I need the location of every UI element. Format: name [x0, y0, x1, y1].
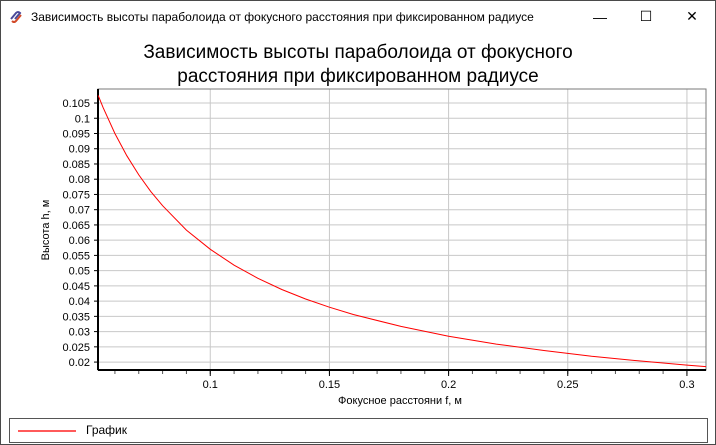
window-title: Зависимость высоты параболоида от фокусн… — [31, 10, 534, 24]
y-tick-label: 0.03 — [69, 327, 90, 339]
y-tick-label: 0.035 — [62, 311, 90, 323]
tick-labels: 0.1 0.15 0.2 0.25 0.3 0.105 0.1 0.095 0.09 0.085 0… — [62, 89, 706, 391]
x-tick-label: 0.15 — [319, 379, 340, 391]
y-tick-label: 0.06 — [69, 235, 90, 247]
x-tick-label: 0.25 — [557, 379, 578, 391]
y-tick-label: 0.07 — [69, 205, 90, 217]
series-line — [97, 95, 707, 368]
y-tick-label: 0.055 — [62, 250, 90, 262]
minimize-button[interactable]: — — [593, 8, 607, 25]
y-tick-label: 0.08 — [69, 174, 90, 186]
y-tick-label: 0.075 — [62, 189, 90, 201]
legend: График — [9, 418, 708, 443]
y-tick-label: 0.02 — [69, 357, 90, 369]
chart-title-line-2: расстояния при фиксированном радиусе — [177, 66, 539, 87]
legend-line-swatch — [18, 430, 76, 432]
y-tick-label: 0.065 — [62, 220, 90, 232]
plot-area-border — [97, 88, 707, 371]
legend-label: График — [86, 423, 127, 437]
app-icon — [10, 11, 22, 23]
title-bar: Зависимость высоты параболоида от фокусн… — [1, 1, 715, 32]
y-tick-label: 0.045 — [62, 281, 90, 293]
y-tick-label: 0.085 — [62, 159, 90, 171]
maximize-button[interactable]: ☐ — [639, 8, 653, 24]
close-button[interactable]: ✕ — [686, 8, 698, 24]
y-tick-label: 0.1 — [75, 113, 90, 125]
y-axis-label: Высота h, м — [40, 200, 52, 261]
x-axis-label: Фокусное расстояни f, м — [338, 395, 462, 407]
y-tick-label: 0.025 — [62, 342, 90, 354]
y-tick-label: 0.04 — [69, 296, 90, 308]
x-tick-label: 0.2 — [441, 379, 456, 391]
y-tick-label: 0.105 — [62, 98, 90, 110]
y-tick-label: 0.095 — [62, 128, 90, 140]
grid — [97, 88, 707, 371]
y-tick-label: 0.09 — [69, 144, 90, 156]
series-layer — [97, 95, 707, 368]
chart-title-line-1: Зависимость высоты параболоида от фокусн… — [143, 42, 573, 63]
y-tick-label: 0.05 — [69, 266, 90, 278]
x-tick-label: 0.3 — [679, 379, 694, 391]
x-tick-label: 0.1 — [203, 379, 218, 391]
